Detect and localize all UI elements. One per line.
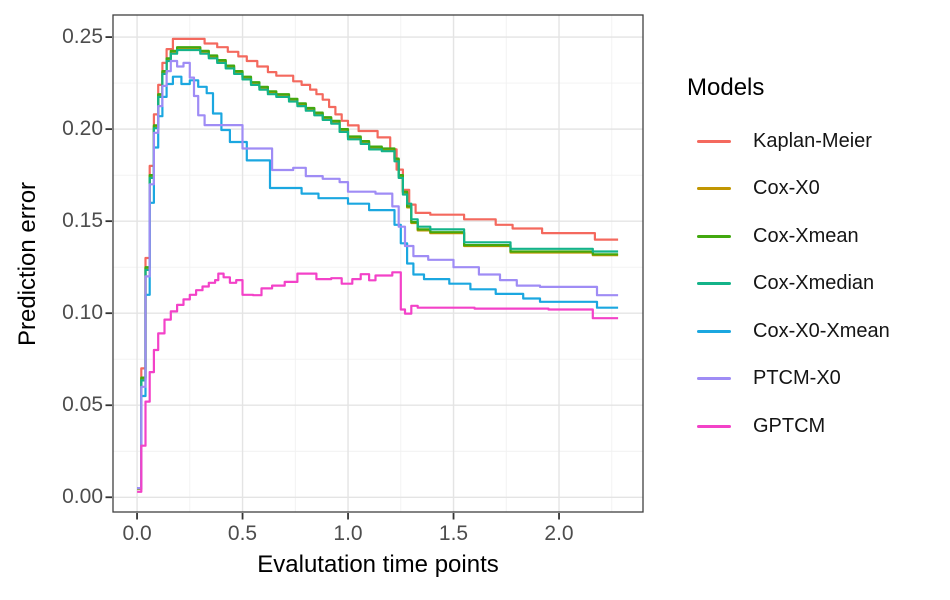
legend-key-line-cox-x0-xmean xyxy=(697,329,731,333)
y-axis-title: Prediction error xyxy=(14,181,41,347)
series-line-cox-x0-xmean xyxy=(137,75,619,490)
legend-label: Cox-X0 xyxy=(753,177,820,199)
legend-item-cox-xmean: Cox-Xmean xyxy=(697,221,859,251)
series-line-cox-xmedian xyxy=(137,48,619,490)
legend-key-line-ptcm-x0 xyxy=(697,377,731,380)
legend-item-cox-x0-xmean: Cox-X0-Xmean xyxy=(697,316,890,346)
series-line-ptcm-x0 xyxy=(137,59,619,490)
x-tick-label: 1.0 xyxy=(333,522,363,545)
y-tick-label: 0.25 xyxy=(62,25,103,49)
legend-label: Cox-X0-Xmean xyxy=(753,319,890,342)
series-line-cox-xmean xyxy=(137,46,619,490)
legend-key-line-cox-xmean xyxy=(697,234,731,238)
x-tick-label: 1.5 xyxy=(438,522,469,545)
legend-key-line-kaplan-meier xyxy=(697,139,731,143)
legend-key-line-cox-x0 xyxy=(697,187,731,190)
legend-title: Models xyxy=(687,74,765,101)
legend-key-line-cox-xmedian xyxy=(697,282,731,285)
series-line-gptcm xyxy=(137,271,619,493)
legend-label: PTCM-X0 xyxy=(753,367,841,389)
series-line-kaplan-meier xyxy=(137,37,619,490)
legend-label: Kaplan-Meier xyxy=(753,129,872,152)
x-tick-label: 2.0 xyxy=(544,522,574,545)
x-axis-title: Evalutation time points xyxy=(257,551,499,578)
x-tick-label: 0.0 xyxy=(122,522,152,545)
legend-item-ptcm-x0: PTCM-X0 xyxy=(697,364,841,394)
x-tick-label: 0.5 xyxy=(227,522,258,545)
legend-item-kaplan-meier: Kaplan-Meier xyxy=(697,126,872,156)
y-tick-label: 0.10 xyxy=(62,301,103,325)
legend-label: Cox-Xmedian xyxy=(753,272,875,294)
panel-border xyxy=(112,14,644,513)
y-tick-label: 0.05 xyxy=(62,393,103,417)
legend-label: GPTCM xyxy=(753,414,826,437)
legend-item-cox-xmedian: Cox-Xmedian xyxy=(697,269,874,299)
y-tick-label: 0.15 xyxy=(62,209,103,233)
legend-item-gptcm: GPTCM xyxy=(697,411,825,441)
legend-item-cox-x0: Cox-X0 xyxy=(697,174,820,204)
y-tick-label: 0.20 xyxy=(62,117,103,141)
y-tick-label: 0.00 xyxy=(62,485,103,509)
legend-label: Cox-Xmean xyxy=(753,224,859,247)
series-line-cox-x0 xyxy=(137,47,619,491)
legend-key-line-gptcm xyxy=(697,424,731,428)
